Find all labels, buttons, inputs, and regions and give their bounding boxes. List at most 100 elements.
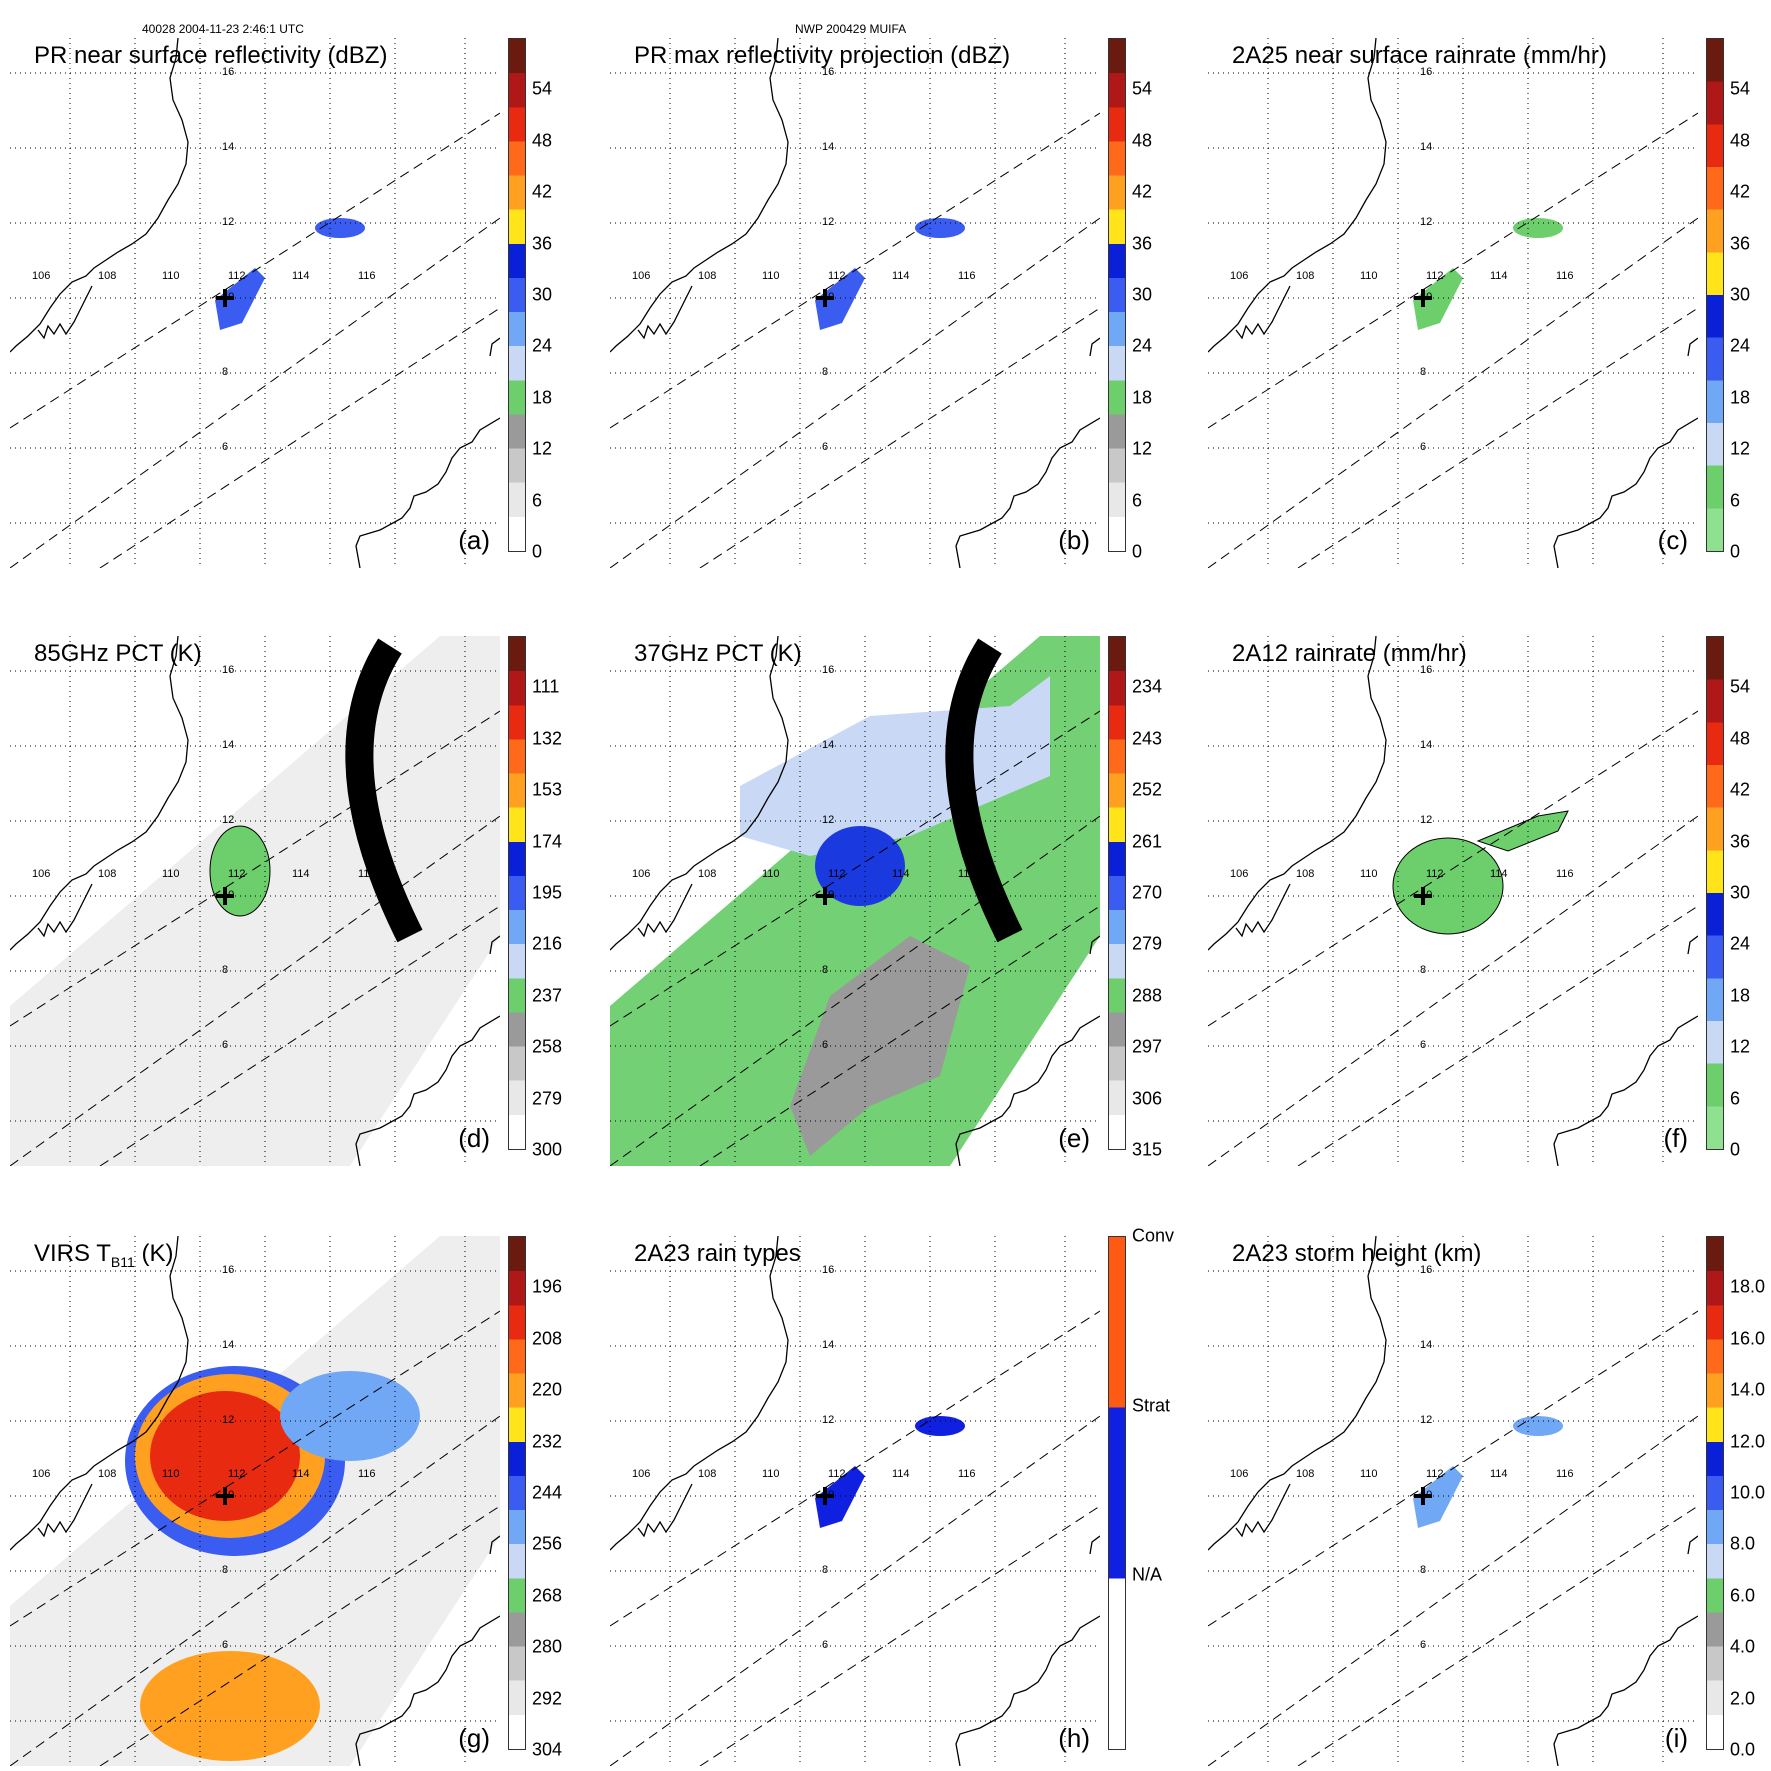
lat-label: 8: [222, 964, 229, 976]
rain-band-f: [1476, 810, 1569, 852]
rain-cell-east: [1513, 218, 1563, 238]
swath-edge-line: [610, 1310, 1100, 1627]
lat-label: 10: [822, 889, 835, 901]
colorbar-tick-label: 24: [532, 335, 553, 356]
lat-label: 8: [822, 1564, 829, 1576]
panel-b: 16 14 12 10 8 6 106 108 110 112 114 116 PR max refle…: [610, 38, 1152, 568]
colorbar-tick-label: 111: [532, 676, 560, 697]
lat-label: 16: [822, 1264, 835, 1276]
panel-g: 16 14 12 10 8 6 106 108 110 112 114 116 VIRS TB11 (K…: [10, 1236, 562, 1766]
lat-label: 16: [1420, 66, 1433, 78]
lon-label: 116: [358, 270, 376, 282]
lat-label: 12: [822, 1414, 835, 1426]
lon-label: 106: [1230, 1468, 1249, 1480]
map-area-h: [610, 1236, 1100, 1766]
panel-title-h: 2A23 rain types: [634, 1240, 801, 1267]
lon-label: 106: [1230, 868, 1249, 880]
lon-label: 106: [632, 868, 651, 880]
lat-label: 14: [822, 739, 835, 751]
lat-label: 8: [1420, 366, 1427, 378]
lat-label: 6: [222, 441, 229, 453]
map-d: [10, 636, 500, 1166]
storm-center-marker: [216, 887, 234, 905]
lon-label: 116: [1556, 868, 1574, 880]
colorbar-tick-label: 36: [1730, 831, 1751, 852]
lat-label: 10: [222, 291, 235, 303]
colorbar-tick-label: 232: [532, 1431, 563, 1452]
cloud-east-g: [280, 1371, 420, 1461]
panel-h: 16 14 12 10 8 6 106 108 110 112 114 116 2A23 rain ty…: [610, 1226, 1174, 1766]
storm-center-marker: [1414, 1487, 1432, 1505]
lon-label: 112: [828, 1468, 846, 1480]
lon-label: 106: [1230, 270, 1249, 282]
lon-label: 114: [892, 1468, 910, 1480]
lon-label: 114: [892, 270, 910, 282]
coastline: [1553, 417, 1698, 568]
lon-label: 110: [762, 270, 780, 282]
colorbar-f: [1706, 636, 1724, 1150]
lat-label: 6: [222, 1639, 229, 1651]
lon-label: 112: [828, 270, 846, 282]
storm-header: NWP 200429 MUIFA: [795, 22, 907, 36]
panel-i: 16 14 12 10 8 6 106 108 110 112 114 116 2A23 storm h…: [1208, 1236, 1765, 1766]
colorbar-tick-label: 24: [1730, 335, 1751, 356]
swath-edge-line: [10, 1415, 500, 1766]
lon-label: 116: [1556, 270, 1574, 282]
panel-label-a: (a): [458, 525, 490, 555]
swath-edge-line: [1208, 112, 1698, 429]
coastline: [1687, 337, 1698, 357]
swath-edge-line: [10, 1310, 500, 1627]
lon-label: 112: [1426, 270, 1444, 282]
rain-cell-east: [1513, 1416, 1563, 1436]
colorbar-tick-label: 42: [1730, 779, 1751, 800]
swath-edge-line: [699, 307, 1100, 568]
lat-label: 6: [822, 441, 829, 453]
lon-label: 112: [828, 868, 846, 880]
rain-cell-main: [815, 268, 865, 330]
lon-label: 110: [162, 1468, 180, 1480]
coastline: [10, 1236, 189, 1551]
colorbar-i: [1706, 1236, 1724, 1750]
colorbar-tick-label: 153: [532, 779, 563, 800]
colorbar-tick-label: 6: [532, 490, 543, 511]
coastline: [1235, 883, 1291, 938]
map-g: [10, 1236, 500, 1766]
colorbar-tick-label: 24: [1730, 933, 1751, 954]
colorbar-tick-label: 36: [532, 233, 553, 254]
lat-label: 10: [222, 1489, 235, 1501]
map-i: [1208, 1236, 1698, 1766]
lon-label: 106: [32, 270, 51, 282]
colorbar-ticks-e: 234 243 252 261 270 279 288 297 306 315: [1132, 636, 1192, 1160]
colorbar-tick-label: 300: [532, 1139, 563, 1160]
colorbar-tick-label: 196: [532, 1276, 563, 1297]
colorbar-tick-label: 4.0: [1730, 1636, 1756, 1657]
lat-label: 16: [1420, 664, 1433, 676]
colorbar-tick-label: 42: [1132, 181, 1153, 202]
map-area-c: [1208, 38, 1698, 568]
panel-label-h: (h): [1058, 1723, 1090, 1753]
lon-label: 108: [1296, 868, 1315, 880]
colorbar-ticks-d: 111 132 153 174 195 216 237 258 279 300: [532, 636, 592, 1160]
map-area-g: [10, 1236, 500, 1766]
coastline: [1687, 1535, 1698, 1555]
lat-label: 8: [222, 366, 229, 378]
storm-center-marker: [1414, 289, 1432, 307]
colorbar-tick-label: 237: [532, 985, 563, 1006]
lon-label: 110: [1360, 1468, 1378, 1480]
colorbar-tick-label: 6: [1730, 490, 1741, 511]
lon-label: 112: [1426, 1468, 1444, 1480]
coastline: [637, 883, 693, 938]
lat-label: 16: [222, 66, 235, 78]
map-area-f: [1208, 636, 1698, 1166]
coastline: [37, 285, 93, 340]
colorbar-tick-label: 2.0: [1730, 1688, 1756, 1709]
colorbar-tick-label: 216: [532, 933, 563, 954]
lon-label: 114: [1490, 1468, 1508, 1480]
coastline: [10, 38, 189, 353]
colorbar-ticks-i: 18.0 16.0 14.0 12.0 10.0 8.0 6.0 4.0 2.0 0.0: [1730, 1236, 1771, 1760]
colorbar-tick-label: 14.0: [1730, 1379, 1766, 1400]
colorbar-tick-label: 24: [1132, 335, 1153, 356]
panel-title-e: 37GHz PCT (K): [634, 640, 802, 667]
colorbar-tick-label: N/A: [1132, 1564, 1163, 1585]
panel-title-a: PR near surface reflectivity (dBZ): [34, 42, 388, 69]
